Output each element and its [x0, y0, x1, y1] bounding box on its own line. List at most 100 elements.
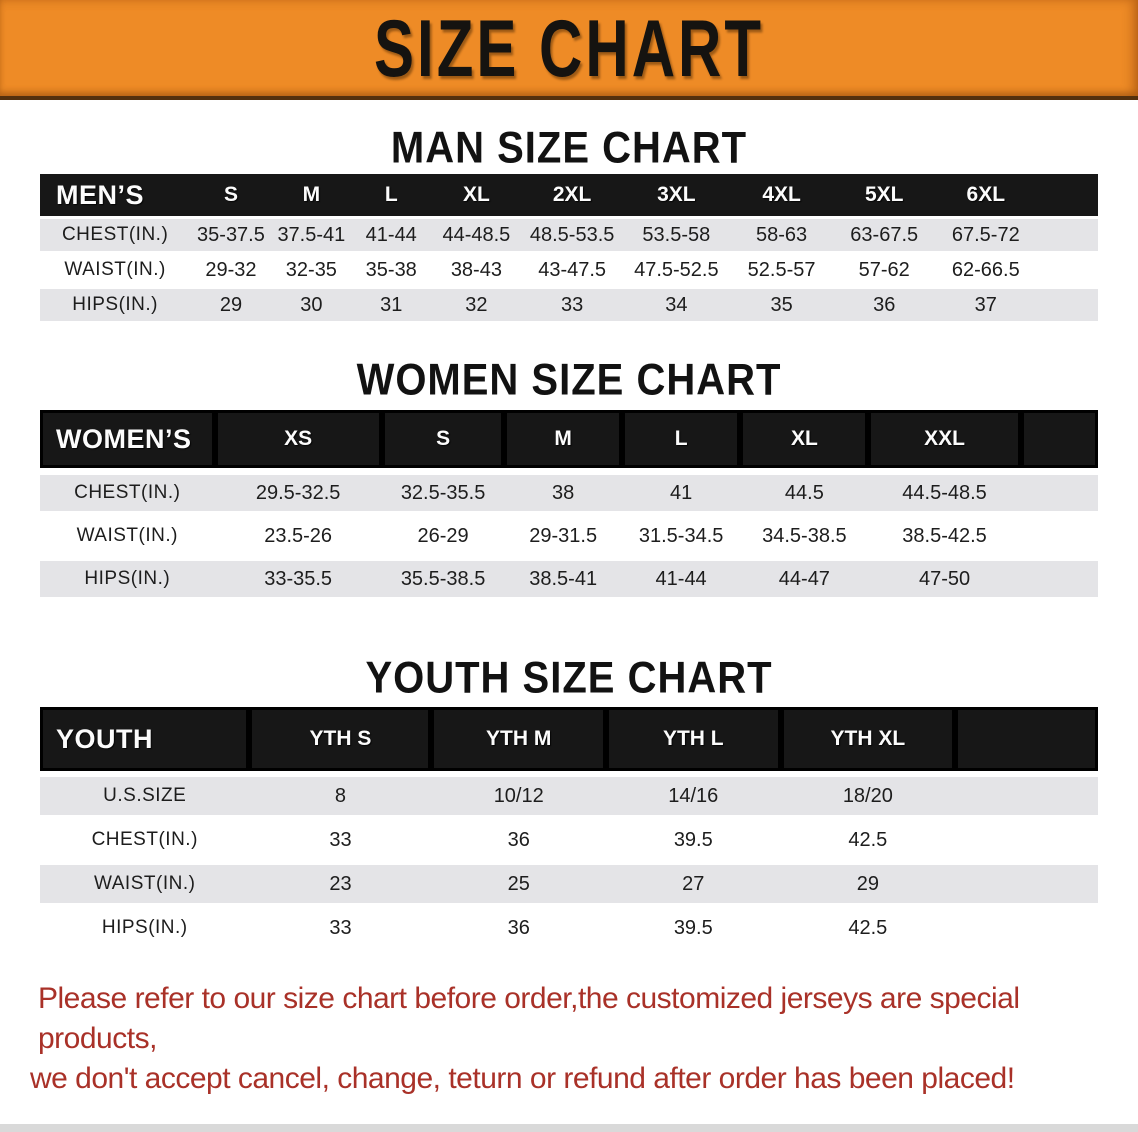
spacer-cell: [1036, 219, 1098, 251]
size-column-header: 5XL: [833, 174, 935, 216]
size-column-header: YTH L: [606, 707, 781, 771]
size-column-header: 4XL: [729, 174, 834, 216]
size-column-header: M: [504, 410, 622, 468]
measurement-value: 29-31.5: [504, 518, 622, 554]
measurement-value: 33: [249, 821, 432, 859]
spacer-cell: [1036, 254, 1098, 286]
size-column-header: XL: [431, 174, 522, 216]
table-row: CHEST(IN.) 29.5-32.5 32.5-35.5 38 41 44.5 44.5…: [40, 475, 1098, 511]
measurement-value: 23: [249, 865, 432, 903]
measurement-value: 44-47: [740, 561, 869, 597]
spacer-cell: [955, 865, 1098, 903]
table-row: WAIST(IN.) 29-32 32-35 35-38 38-43 43-47.5 47.…: [40, 254, 1098, 286]
measurement-value: 29-32: [190, 254, 272, 286]
measurement-value: 35-38: [351, 254, 432, 286]
men-section: MAN SIZE CHART MEN’S S M L XL 2XL 3XL 4XL 5XL 6XL…: [0, 123, 1138, 324]
measurement-label: CHEST(IN.): [40, 219, 191, 251]
table-group-label: MEN’S: [40, 174, 191, 216]
measurement-label: WAIST(IN.): [40, 865, 250, 903]
measurement-label: WAIST(IN.): [40, 518, 215, 554]
spacer-cell: [1020, 518, 1098, 554]
measurement-value: 36: [833, 289, 935, 321]
spacer-cell: [955, 707, 1098, 771]
measurement-value: 36: [431, 821, 606, 859]
measurement-value: 47.5-52.5: [622, 254, 730, 286]
measurement-value: 38.5-42.5: [868, 518, 1021, 554]
size-column-header: S: [381, 410, 505, 468]
measurement-value: 23.5-26: [214, 518, 382, 554]
measurement-value: 27: [606, 865, 781, 903]
measurement-value: 29: [780, 865, 956, 903]
measurement-value: 37.5-41: [271, 219, 352, 251]
size-column-header: L: [621, 410, 741, 468]
table-row: HIPS(IN.) 33-35.5 35.5-38.5 38.5-41 41-44 44-…: [40, 561, 1098, 597]
measurement-value: 38: [504, 475, 622, 511]
measurement-value: 41: [621, 475, 741, 511]
measurement-label: HIPS(IN.): [40, 561, 215, 597]
measurement-value: 38-43: [431, 254, 522, 286]
measurement-value: 37: [935, 289, 1037, 321]
measurement-value: 39.5: [606, 821, 781, 859]
disclaimer-line-2: we don't accept cancel, change, teturn o…: [30, 1062, 1015, 1095]
size-column-header: XL: [740, 410, 869, 468]
measurement-value: 36: [431, 909, 606, 947]
size-column-header: XXL: [868, 410, 1021, 468]
table-row: HIPS(IN.) 33 36 39.5 42.5: [40, 909, 1098, 947]
measurement-value: 58-63: [729, 219, 834, 251]
size-column-header: YTH S: [249, 707, 432, 771]
size-column-header: S: [190, 174, 272, 216]
measurement-label: CHEST(IN.): [40, 821, 250, 859]
size-column-header: 3XL: [622, 174, 730, 216]
measurement-value: 32-35: [271, 254, 352, 286]
size-chart-banner: SIZE CHART: [0, 0, 1138, 100]
table-row: CHEST(IN.) 35-37.5 37.5-41 41-44 44-48.5 48.5…: [40, 219, 1098, 251]
youth-section: YOUTH SIZE CHART YOUTH YTH S YTH M YTH L YTH…: [0, 653, 1138, 953]
table-row: WAIST(IN.) 23.5-26 26-29 29-31.5 31.5-34.5 34…: [40, 518, 1098, 554]
size-column-header: YTH XL: [780, 707, 956, 771]
measurement-value: 32.5-35.5: [381, 475, 505, 511]
measurement-value: 53.5-58: [622, 219, 730, 251]
table-header-row: MEN’S S M L XL 2XL 3XL 4XL 5XL 6XL: [40, 174, 1098, 216]
measurement-label: CHEST(IN.): [40, 475, 215, 511]
spacer-cell: [955, 909, 1098, 947]
table-row: U.S.SIZE 8 10/12 14/16 18/20: [40, 777, 1098, 815]
spacer-cell: [1036, 289, 1098, 321]
measurement-value: 31.5-34.5: [621, 518, 741, 554]
measurement-label: WAIST(IN.): [40, 254, 191, 286]
measurement-value: 63-67.5: [833, 219, 935, 251]
measurement-value: 41-44: [621, 561, 741, 597]
measurement-value: 35-37.5: [190, 219, 272, 251]
measurement-value: 42.5: [780, 909, 956, 947]
youth-section-heading: YOUTH SIZE CHART: [365, 653, 773, 703]
spacer-cell: [955, 777, 1098, 815]
measurement-value: 44.5: [740, 475, 869, 511]
measurement-value: 34.5-38.5: [740, 518, 869, 554]
measurement-value: 47-50: [868, 561, 1021, 597]
measurement-value: 42.5: [780, 821, 956, 859]
table-group-label: WOMEN’S: [40, 410, 215, 468]
table-row: CHEST(IN.) 33 36 39.5 42.5: [40, 821, 1098, 859]
table-row: HIPS(IN.) 29 30 31 32 33 34 35 36 37: [40, 289, 1098, 321]
youth-size-table: YOUTH YTH S YTH M YTH L YTH XL U.S.SIZE 8 10/12…: [40, 701, 1098, 953]
measurement-value: 57-62: [833, 254, 935, 286]
bottom-divider: [0, 1124, 1138, 1132]
men-size-table: MEN’S S M L XL 2XL 3XL 4XL 5XL 6XL CHEST(IN.) 35-37…: [40, 171, 1098, 324]
measurement-value: 31: [351, 289, 432, 321]
measurement-value: 52.5-57: [729, 254, 834, 286]
spacer-cell: [1020, 475, 1098, 511]
measurement-value: 32: [431, 289, 522, 321]
size-column-header: 6XL: [935, 174, 1037, 216]
women-section-heading: WOMEN SIZE CHART: [356, 355, 782, 405]
size-column-header: M: [271, 174, 352, 216]
size-column-header: L: [351, 174, 432, 216]
measurement-value: 35.5-38.5: [381, 561, 505, 597]
table-header-row: YOUTH YTH S YTH M YTH L YTH XL: [40, 707, 1098, 771]
measurement-label: HIPS(IN.): [40, 909, 250, 947]
measurement-value: 38.5-41: [504, 561, 622, 597]
measurement-value: 30: [271, 289, 352, 321]
measurement-value: 35: [729, 289, 834, 321]
measurement-value: 18/20: [780, 777, 956, 815]
measurement-value: 62-66.5: [935, 254, 1037, 286]
measurement-label: HIPS(IN.): [40, 289, 191, 321]
measurement-value: 67.5-72: [935, 219, 1037, 251]
